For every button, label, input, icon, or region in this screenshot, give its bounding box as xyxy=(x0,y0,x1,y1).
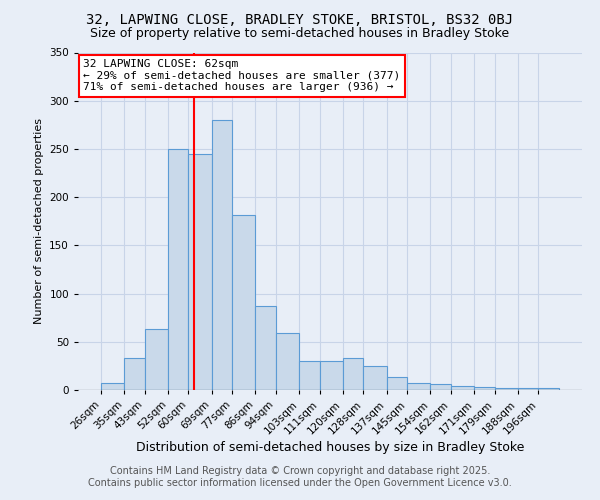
X-axis label: Distribution of semi-detached houses by size in Bradley Stoke: Distribution of semi-detached houses by … xyxy=(136,442,524,454)
Bar xyxy=(212,120,232,390)
Bar xyxy=(386,378,407,390)
Bar xyxy=(343,358,364,390)
Bar xyxy=(188,154,212,390)
Bar xyxy=(256,306,276,390)
Bar xyxy=(145,329,168,390)
Bar xyxy=(276,333,299,390)
Bar xyxy=(168,149,188,390)
Bar xyxy=(407,383,430,390)
Bar xyxy=(430,384,451,390)
Bar xyxy=(364,366,386,390)
Bar xyxy=(232,214,256,390)
Bar xyxy=(518,388,538,390)
Bar xyxy=(495,388,518,390)
Bar xyxy=(299,361,320,390)
Text: 32, LAPWING CLOSE, BRADLEY STOKE, BRISTOL, BS32 0BJ: 32, LAPWING CLOSE, BRADLEY STOKE, BRISTO… xyxy=(86,12,514,26)
Text: 32 LAPWING CLOSE: 62sqm
← 29% of semi-detached houses are smaller (377)
71% of s: 32 LAPWING CLOSE: 62sqm ← 29% of semi-de… xyxy=(83,59,400,92)
Bar xyxy=(101,383,124,390)
Bar xyxy=(451,386,474,390)
Text: Size of property relative to semi-detached houses in Bradley Stoke: Size of property relative to semi-detach… xyxy=(91,28,509,40)
Bar xyxy=(320,361,343,390)
Bar xyxy=(124,358,145,390)
Bar xyxy=(538,388,559,390)
Y-axis label: Number of semi-detached properties: Number of semi-detached properties xyxy=(34,118,44,324)
Bar xyxy=(474,387,495,390)
Text: Contains HM Land Registry data © Crown copyright and database right 2025.
Contai: Contains HM Land Registry data © Crown c… xyxy=(88,466,512,487)
